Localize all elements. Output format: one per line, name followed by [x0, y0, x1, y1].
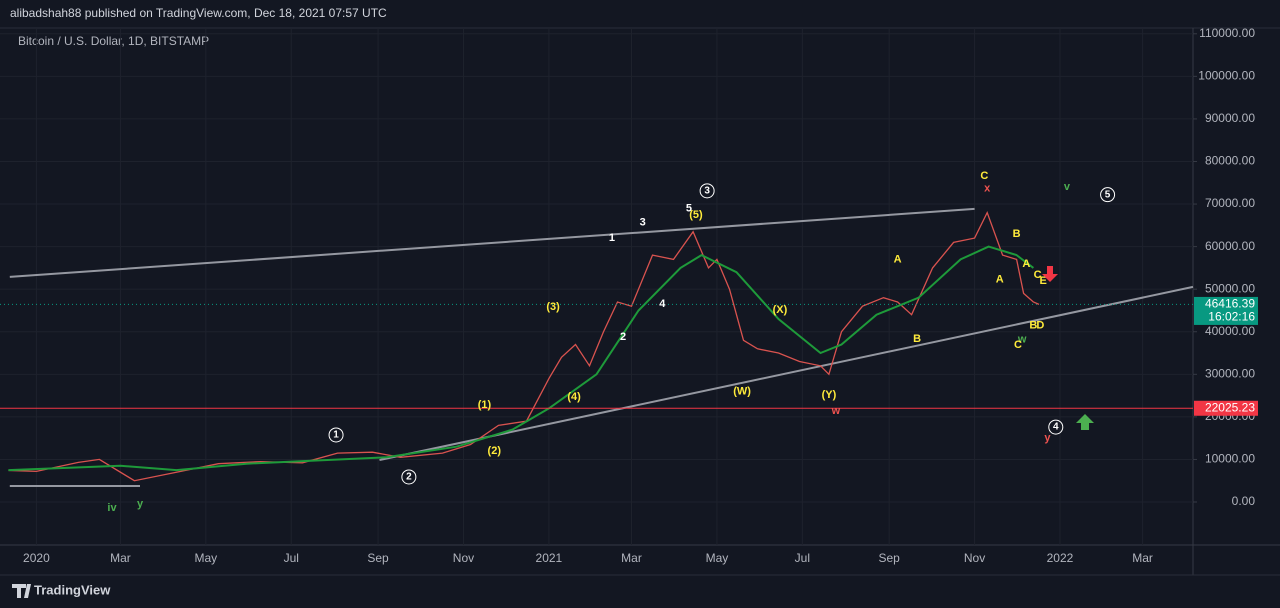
x-tick-label: May [706, 551, 729, 565]
countdown: 16:02:16 [1208, 310, 1255, 324]
wave-label: (X) [773, 304, 788, 316]
wave-label: 3 [640, 217, 646, 229]
y-tick-label: 60000.00 [1205, 239, 1255, 253]
wave-label: A [1022, 258, 1030, 270]
wave-label: y [137, 498, 144, 510]
wave-label: C [980, 170, 988, 182]
wave-label: (Y) [822, 389, 837, 401]
wave-label: (4) [567, 391, 581, 403]
x-tick-label: Nov [453, 551, 474, 565]
price-label-box [1194, 296, 1258, 325]
x-tick-label: 2021 [536, 551, 563, 565]
x-tick-label: Nov [964, 551, 985, 565]
y-tick-label: 70000.00 [1205, 196, 1255, 210]
y-tick-label: 80000.00 [1205, 154, 1255, 168]
chart-title: Bitcoin / U.S. Dollar, 1D, BITSTAMP [18, 34, 209, 48]
wave-label: w [1017, 334, 1027, 346]
price-line [8, 245, 1035, 472]
wave-label: (1) [478, 399, 492, 411]
wave-label: w [831, 405, 841, 417]
logo-icon [12, 584, 31, 598]
x-tick-label: Sep [878, 551, 900, 565]
wave-label: C [1034, 269, 1042, 281]
wave-label: iv [107, 502, 117, 514]
trendline [379, 285, 1194, 461]
wave-label: (3) [546, 301, 560, 313]
annotation-circle [328, 427, 344, 443]
wave-label: (W) [733, 386, 751, 398]
y-tick-label: 50000.00 [1205, 281, 1255, 295]
wave-label: (2) [488, 445, 502, 457]
x-tick-label: May [194, 551, 217, 565]
x-tick-label: Jul [795, 551, 810, 565]
x-tick-label: Jul [284, 551, 299, 565]
up-arrow [1076, 414, 1094, 430]
y-tick-label: 90000.00 [1205, 111, 1255, 125]
price-label: 46416.39 [1205, 297, 1255, 311]
wave-label: 5 [1105, 189, 1111, 200]
wave-label: C [1014, 339, 1022, 351]
annotation-circle [401, 469, 417, 485]
wave-label: 2 [406, 472, 412, 483]
down-arrow [1042, 266, 1058, 282]
trendline [9, 207, 975, 278]
wave-label: (5) [689, 209, 703, 221]
y-tick-label: 100000.00 [1198, 69, 1255, 83]
wave-label: A [996, 274, 1004, 286]
wave-label: v [1064, 181, 1071, 193]
x-tick-label: Mar [1132, 551, 1153, 565]
x-tick-label: 2020 [23, 551, 50, 565]
price-line [8, 210, 1040, 482]
price-label-box [1194, 400, 1258, 416]
y-tick-label: 10000.00 [1205, 452, 1255, 466]
wave-label: E [1040, 275, 1047, 287]
wave-label: 2 [620, 331, 626, 343]
y-tick-label: 0.00 [1232, 494, 1256, 508]
wave-label: 1 [609, 232, 615, 244]
wave-label: y [1044, 432, 1051, 444]
publisher: alibadshah88 published on TradingView.co… [10, 6, 387, 20]
logo: TradingView [34, 582, 111, 597]
y-tick-label: 40000.00 [1205, 324, 1255, 338]
wave-label: B [1029, 320, 1037, 332]
wave-label: 1 [333, 430, 339, 441]
wave-label: 4 [1053, 422, 1059, 433]
x-tick-label: Mar [621, 551, 642, 565]
annotation-circle [1100, 187, 1116, 203]
x-tick-label: 2022 [1047, 551, 1074, 565]
wave-label: B [913, 333, 921, 345]
wave-label: B [1013, 228, 1021, 240]
wave-label: A [894, 254, 902, 266]
x-tick-label: Sep [367, 551, 389, 565]
wave-label: 3 [704, 185, 710, 196]
y-tick-label: 30000.00 [1205, 366, 1255, 380]
price-label: 22025.23 [1205, 400, 1255, 414]
wave-label: D [1036, 320, 1044, 332]
wave-label: 4 [659, 298, 666, 310]
x-tick-label: Mar [110, 551, 131, 565]
plot: 0.0010000.0020000.0030000.0040000.005000… [0, 26, 1258, 565]
y-tick-label: 110000.00 [1199, 26, 1255, 40]
annotation-circle [1048, 419, 1064, 435]
wave-label: x [984, 183, 991, 195]
annotation-circle [699, 183, 715, 199]
wave-label: 5 [686, 203, 692, 215]
